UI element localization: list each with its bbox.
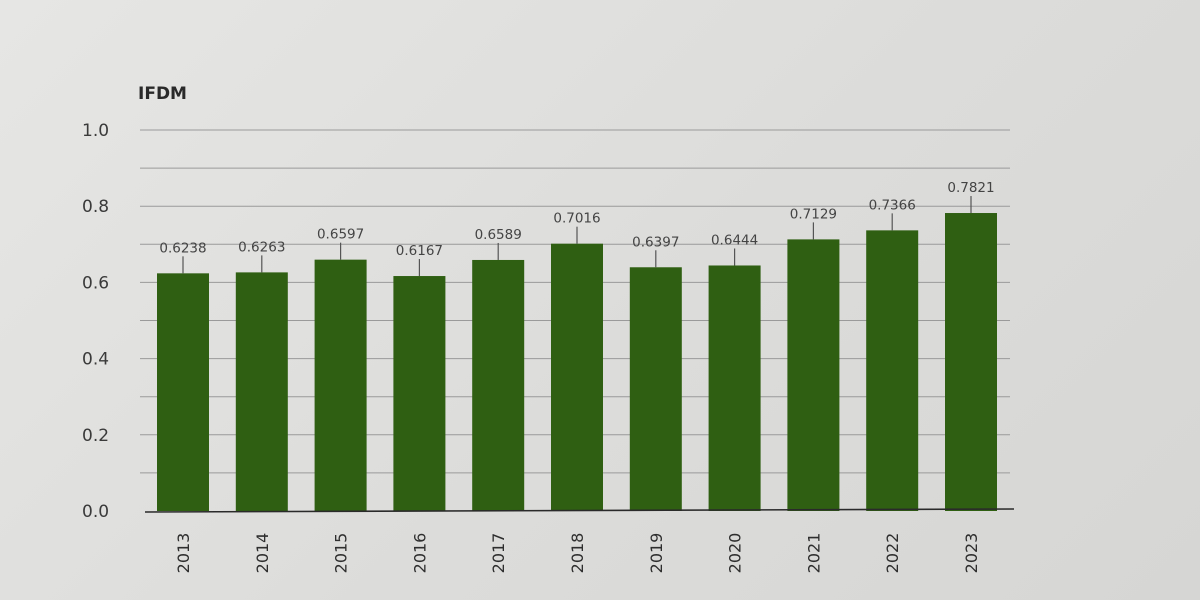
bar-2016: [393, 276, 446, 511]
bar-2021: [787, 239, 840, 511]
y-axis: 0.0 0.2 0.4 0.6 0.8 1.0: [82, 121, 109, 522]
bar-2018: [551, 243, 603, 511]
x-tick-label: 2013: [174, 533, 193, 574]
y-tick-label: 0.8: [82, 197, 109, 217]
bar-2023: [945, 213, 997, 511]
value-label: 0.6597: [317, 227, 364, 243]
value-label: 0.7366: [869, 197, 916, 213]
value-label: 0.6397: [632, 234, 679, 250]
value-label: 0.7129: [790, 206, 837, 222]
x-axis-line: [144, 508, 1015, 513]
bar-2022: [866, 230, 919, 511]
bar-2014: [235, 272, 288, 511]
value-label: 0.6238: [159, 240, 206, 256]
x-tick-label: 2017: [489, 533, 508, 574]
value-label: 0.6589: [475, 227, 522, 243]
value-label: 0.6263: [238, 239, 285, 255]
x-tick-label: 2018: [568, 533, 587, 574]
value-label: 0.7016: [553, 211, 600, 227]
y-tick-label: 0.2: [82, 426, 109, 446]
x-tick-label: 2014: [253, 533, 272, 574]
bars: [157, 213, 997, 511]
bar-2017: [472, 259, 525, 511]
bar-2015: [314, 259, 367, 511]
bar-2013: [157, 273, 209, 511]
value-labels: 0.6238 0.6263 0.6597 0.6167 0.6589 0.7016 0.63…: [159, 180, 995, 277]
x-tick-label: 2015: [332, 533, 351, 574]
y-axis-title: IFDM: [138, 84, 187, 104]
value-label: 0.6167: [396, 243, 443, 259]
y-tick-label: 0.4: [82, 350, 109, 370]
x-tick-label: 2022: [883, 533, 902, 574]
value-label: 0.6444: [711, 232, 758, 248]
x-tick-label: 2019: [647, 533, 666, 574]
y-tick-label: 0.6: [82, 273, 109, 293]
x-tick-label: 2016: [410, 533, 429, 574]
y-tick-label: 1.0: [82, 121, 109, 141]
x-tick-label: 2021: [804, 533, 823, 574]
bar-2019: [629, 267, 682, 511]
bar-2020: [708, 265, 761, 511]
y-tick-label: 0.0: [82, 502, 109, 522]
x-axis: 2013 2014 2015 2016 2017 2018 2019 2020 2021 2022…: [144, 508, 1015, 574]
x-tick-label: 2020: [726, 533, 745, 574]
value-label: 0.7821: [947, 180, 994, 196]
x-tick-label: 2023: [962, 533, 981, 574]
